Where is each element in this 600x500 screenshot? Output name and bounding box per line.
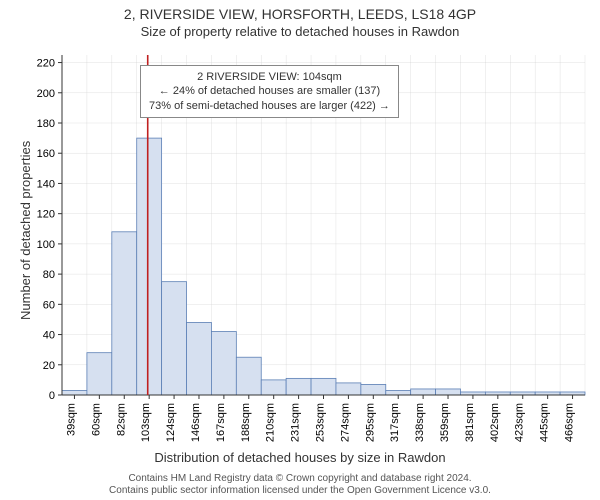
svg-text:40: 40 — [43, 330, 55, 342]
svg-text:359sqm: 359sqm — [439, 403, 451, 442]
svg-text:466sqm: 466sqm — [564, 403, 576, 442]
chart-subtitle: Size of property relative to detached ho… — [0, 22, 600, 39]
svg-text:82sqm: 82sqm — [115, 403, 127, 436]
svg-text:103sqm: 103sqm — [140, 403, 152, 442]
svg-text:120: 120 — [37, 209, 55, 221]
svg-text:167sqm: 167sqm — [215, 403, 227, 442]
svg-text:100: 100 — [37, 239, 55, 251]
svg-text:124sqm: 124sqm — [165, 403, 177, 442]
svg-text:295sqm: 295sqm — [364, 403, 376, 442]
svg-text:253sqm: 253sqm — [315, 403, 327, 442]
svg-text:80: 80 — [43, 269, 55, 281]
svg-text:180: 180 — [37, 118, 55, 130]
svg-text:402sqm: 402sqm — [489, 403, 501, 442]
svg-text:274sqm: 274sqm — [339, 403, 351, 442]
svg-text:20: 20 — [43, 360, 55, 372]
svg-text:445sqm: 445sqm — [539, 403, 551, 442]
svg-text:423sqm: 423sqm — [514, 403, 526, 442]
chart-title: 2, RIVERSIDE VIEW, HORSFORTH, LEEDS, LS1… — [0, 0, 600, 22]
svg-text:39sqm: 39sqm — [65, 403, 77, 436]
svg-text:220: 220 — [37, 58, 55, 70]
x-axis-label: Distribution of detached houses by size … — [0, 450, 600, 465]
footer-line-1: Contains HM Land Registry data © Crown c… — [0, 473, 600, 485]
svg-text:200: 200 — [37, 88, 55, 100]
footer-line-2: Contains public sector information licen… — [0, 485, 600, 497]
info-box: 2 RIVERSIDE VIEW: 104sqm ← 24% of detach… — [140, 65, 399, 118]
svg-text:140: 140 — [37, 178, 55, 190]
info-line-1: 2 RIVERSIDE VIEW: 104sqm — [149, 70, 390, 84]
svg-text:381sqm: 381sqm — [464, 403, 476, 442]
footer-text: Contains HM Land Registry data © Crown c… — [0, 473, 600, 497]
svg-text:317sqm: 317sqm — [389, 403, 401, 442]
svg-text:231sqm: 231sqm — [290, 403, 302, 442]
info-line-2: ← 24% of detached houses are smaller (13… — [149, 84, 390, 98]
chart-container: 2, RIVERSIDE VIEW, HORSFORTH, LEEDS, LS1… — [0, 0, 600, 500]
svg-text:60: 60 — [43, 299, 55, 311]
info-line-3: 73% of semi-detached houses are larger (… — [149, 99, 390, 113]
svg-text:338sqm: 338sqm — [414, 403, 426, 442]
svg-text:210sqm: 210sqm — [265, 403, 277, 442]
svg-text:146sqm: 146sqm — [190, 403, 202, 442]
svg-text:160: 160 — [37, 148, 55, 160]
svg-text:188sqm: 188sqm — [240, 403, 252, 442]
svg-text:60sqm: 60sqm — [90, 403, 102, 436]
svg-text:0: 0 — [49, 390, 55, 402]
